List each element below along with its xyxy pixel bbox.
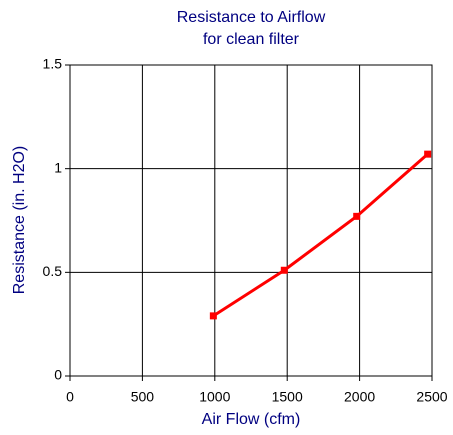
x-axis-label: Air Flow (cfm)	[202, 411, 301, 428]
point	[424, 150, 432, 158]
point	[280, 266, 288, 274]
series-line	[212, 153, 429, 318]
chart-title: Resistance to Airflow	[177, 9, 326, 26]
x-tick-label: 2500	[416, 389, 447, 405]
y-axis-label: Resistance (in. H2O)	[11, 146, 28, 295]
y-tick-label: 0.5	[43, 263, 63, 279]
y-tick-label: 1	[54, 159, 62, 175]
y-tick-label: 0	[54, 367, 62, 383]
point	[209, 312, 217, 320]
x-tick-label: 2000	[344, 389, 375, 405]
x-tick-label: 0	[66, 389, 74, 405]
chart-subtitle: for clean filter	[203, 31, 300, 48]
x-tick-label: 1000	[199, 389, 230, 405]
point	[353, 212, 361, 220]
y-tick-label: 1.5	[43, 56, 63, 72]
x-tick-label: 1500	[272, 389, 303, 405]
x-tick-label: 500	[131, 389, 155, 405]
plot-frame	[69, 64, 433, 377]
